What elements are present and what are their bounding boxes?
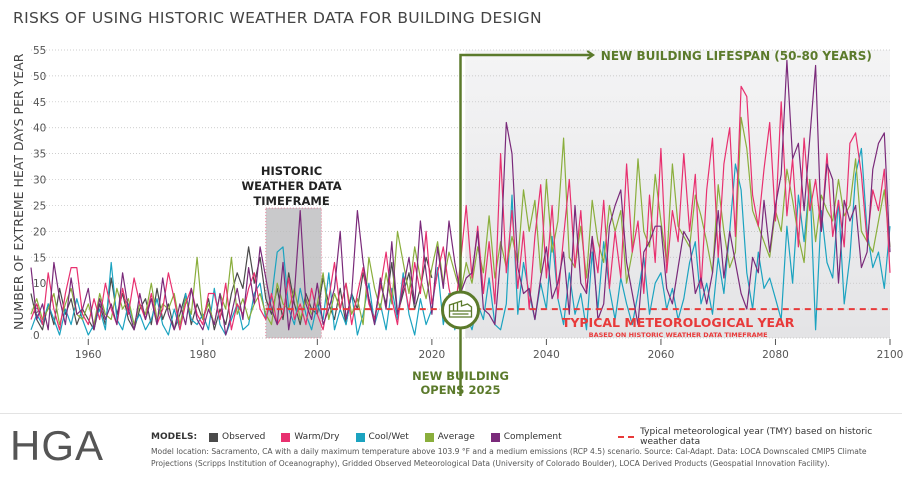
y-tick-label: 0	[33, 330, 40, 342]
legend-text: Average	[437, 432, 475, 442]
y-tick-label: 30	[33, 175, 46, 187]
y-tick-label: 50	[33, 71, 46, 83]
y-tick-label: 40	[33, 123, 46, 135]
legend-label: MODELS:	[151, 432, 198, 442]
y-tick-label: 55	[33, 45, 46, 57]
building-icon	[441, 290, 480, 330]
y-axis-ticks: 0 5 10 15 20 25 30 35 40 45 50 55	[33, 45, 46, 342]
legend-text: Complement	[503, 432, 562, 442]
x-tick-label: 2000	[304, 349, 331, 361]
legend-item-warm-dry: Warm/Dry	[281, 432, 340, 442]
historic-label-line: WEATHER DATA	[241, 179, 341, 193]
lifespan-region	[465, 50, 890, 338]
lifespan-label: NEW BUILDING LIFESPAN (50-80 YEARS)	[601, 49, 872, 63]
legend-swatch	[490, 432, 500, 442]
x-tick-label: 2060	[648, 349, 675, 361]
legend-swatch	[281, 432, 291, 442]
legend-text: Warm/Dry	[294, 432, 340, 442]
historic-label-line: HISTORIC	[261, 164, 322, 178]
y-tick-label: 25	[33, 200, 46, 212]
arrow-icon	[586, 50, 596, 60]
tmy-subtitle: BASED ON HISTORIC WEATHER DATA TIMEFRAME	[589, 331, 768, 339]
x-tick-label: 2020	[418, 349, 445, 361]
legend-item-observed: Observed	[209, 432, 265, 442]
legend-text: Cool/Wet	[368, 432, 409, 442]
legend-swatch	[209, 432, 219, 442]
y-axis-label: NUMBER OF EXTREME HEAT DAYS PER YEAR	[11, 53, 26, 330]
legend-text: Observed	[222, 432, 266, 442]
y-tick-label: 5	[33, 304, 40, 316]
x-axis-ticks: 1960 1980 2000 2020 2040 2060 2080 2100	[75, 339, 903, 361]
historic-timeframe-label: HISTORIC WEATHER DATA TIMEFRAME	[241, 164, 341, 208]
building-icon-circle	[441, 290, 480, 330]
legend: MODELS: Observed Warm/Dry Cool/Wet Avera…	[151, 427, 910, 447]
footer-divider	[0, 413, 902, 414]
y-tick-label: 15	[33, 252, 46, 264]
x-tick-label: 2080	[762, 349, 789, 361]
lifespan-bracket	[459, 50, 596, 396]
legend-swatch	[424, 432, 434, 442]
legend-item-complement: Complement	[490, 432, 562, 442]
page-title: RISKS OF USING HISTORIC WEATHER DATA FOR…	[13, 9, 542, 27]
bracket-line	[459, 53, 593, 396]
x-tick-label: 2100	[877, 349, 904, 361]
y-tick-label: 45	[33, 97, 46, 109]
opens-label: NEW BUILDING OPENS 2025	[412, 369, 509, 397]
opens-label-line: OPENS 2025	[421, 383, 501, 397]
x-tick-label: 1960	[75, 349, 102, 361]
x-tick-label: 1980	[189, 349, 216, 361]
building-glyph	[448, 300, 473, 318]
y-tick-label: 35	[33, 149, 46, 161]
opens-label-line: NEW BUILDING	[412, 369, 509, 383]
tmy-title: TYPICAL METEOROLOGICAL YEAR	[562, 315, 795, 330]
legend-text: Typical meteorological year (TMY) based …	[640, 427, 873, 447]
y-tick-label: 20	[33, 226, 46, 238]
tmy-dash-swatch	[617, 436, 635, 438]
x-tick-label: 2040	[533, 349, 560, 361]
historic-label-line: TIMEFRAME	[253, 194, 329, 208]
hga-logo: HGA	[10, 422, 105, 469]
source-note: Model location: Sacramento, CA with a da…	[151, 447, 867, 468]
legend-swatch	[355, 432, 365, 442]
legend-item-tmy: Typical meteorological year (TMY) based …	[617, 427, 910, 447]
y-tick-label: 10	[33, 278, 46, 290]
legend-item-average: Average	[424, 432, 475, 442]
heat-days-chart: 0 5 10 15 20 25 30 35 40 45 50 55 1960 1980 2000 2020 2…	[11, 45, 903, 397]
legend-item-cool-wet: Cool/Wet	[355, 432, 409, 442]
